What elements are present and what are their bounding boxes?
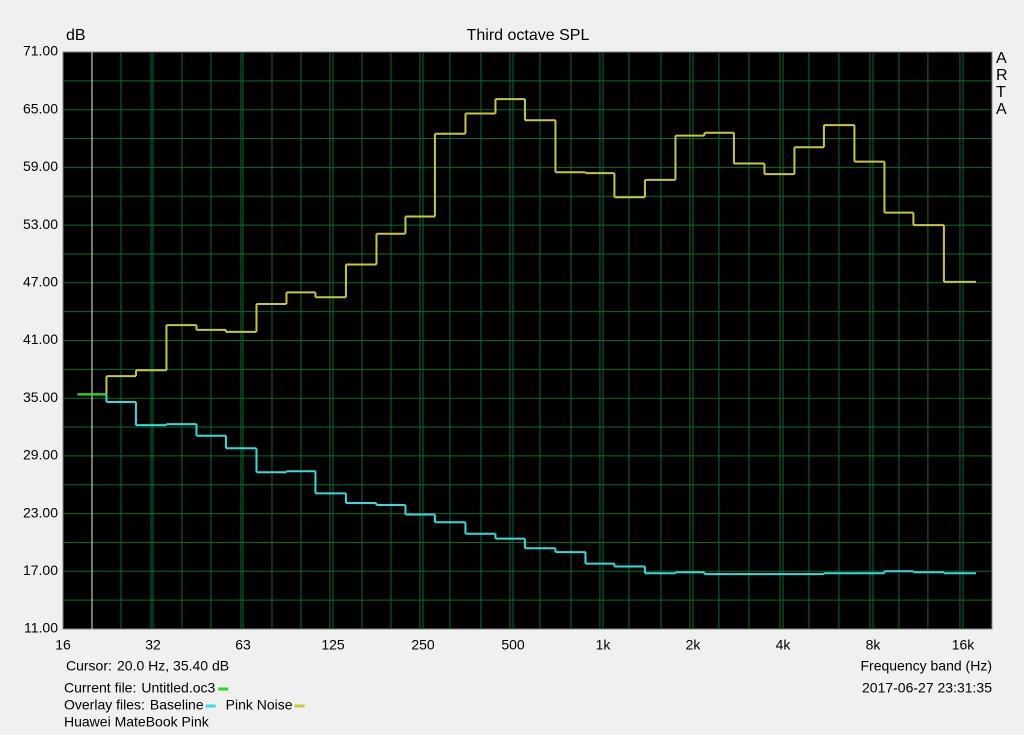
legend-label: Current file: bbox=[64, 680, 136, 696]
note: Huawei MateBook Pink bbox=[64, 714, 210, 730]
y-tick-label: 23.00 bbox=[23, 504, 58, 520]
x-tick-label: 250 bbox=[411, 637, 435, 653]
x-tick-label: 32 bbox=[145, 637, 161, 653]
chart-title: Third octave SPL bbox=[467, 27, 590, 44]
x-tick-label: 16 bbox=[55, 637, 71, 653]
watermark: ARTA bbox=[996, 50, 1008, 118]
x-tick-label: 63 bbox=[235, 637, 251, 653]
legend-entry: Pink Noise bbox=[226, 697, 293, 713]
x-axis-label: Frequency band (Hz) bbox=[860, 658, 992, 674]
y-tick-label: 11.00 bbox=[24, 620, 58, 636]
x-tick-label: 125 bbox=[321, 637, 345, 653]
y-tick-label: 17.00 bbox=[23, 562, 58, 578]
timestamp: 2017-06-27 23:31:35 bbox=[862, 680, 992, 696]
y-tick-label: 59.00 bbox=[23, 158, 58, 174]
x-tick-label: 2k bbox=[686, 637, 702, 653]
legend-label: Overlay files: bbox=[64, 697, 145, 713]
x-tick-label: 8k bbox=[866, 637, 882, 653]
y-tick-label: 65.00 bbox=[23, 100, 58, 116]
x-tick-label: 16k bbox=[952, 637, 976, 653]
x-tick-label: 1k bbox=[596, 637, 612, 653]
y-tick-label: 47.00 bbox=[23, 274, 58, 290]
x-tick-label: 4k bbox=[776, 637, 792, 653]
cursor-label: Cursor: bbox=[66, 658, 112, 674]
y-tick-label: 41.00 bbox=[23, 331, 58, 347]
y-tick-label: 35.00 bbox=[23, 389, 58, 405]
cursor-readout: 20.0 Hz, 35.40 dB bbox=[117, 658, 229, 674]
y-tick-label: 71.00 bbox=[23, 43, 58, 59]
legend-entry: Baseline bbox=[150, 697, 204, 713]
legend-entry: Untitled.oc3 bbox=[141, 680, 215, 696]
x-tick-label: 500 bbox=[501, 637, 525, 653]
y-tick-label: 53.00 bbox=[23, 216, 58, 232]
y-tick-label: 29.00 bbox=[23, 447, 58, 463]
y-axis-label: dB bbox=[66, 27, 86, 44]
